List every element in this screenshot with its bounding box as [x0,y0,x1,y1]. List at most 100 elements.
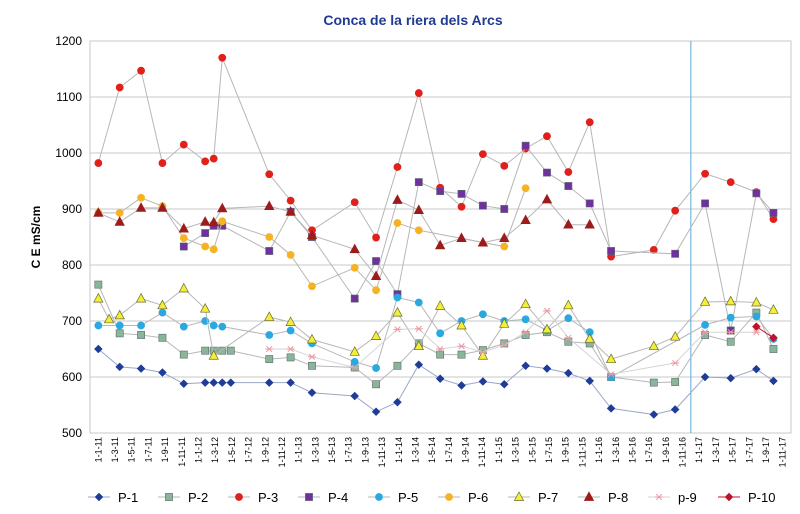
data-point [209,245,218,254]
data-point [585,376,595,386]
data-point [478,310,487,319]
legend-item: P-10 [718,490,775,505]
data-point [605,353,617,363]
data-point [649,410,659,419]
data-point [179,322,188,331]
data-point [285,316,296,326]
data-point [114,216,125,226]
x-tick-label: 1-7-17 [744,437,754,463]
data-point [649,378,658,387]
data-point [137,66,145,75]
data-point [115,329,124,338]
data-point [456,232,467,242]
data-point [179,379,189,389]
data-point [457,189,466,198]
series-p-10 [751,322,778,343]
data-point [286,353,295,362]
data-point [286,378,295,387]
legend-marker [94,492,104,502]
data-point [699,296,711,306]
x-tick-label: 1-1-17 [694,437,704,463]
legend-marker [305,493,313,501]
x-tick-label: 1-11-11 [177,437,187,467]
data-point [414,325,423,332]
data-point [265,355,274,363]
x-axis-ticks: 1-1-11 1-3-11 1-5-11 1-7-11 1-9-11 1-11-11 1-1… [93,437,787,467]
series-line [269,310,757,375]
data-point [226,346,235,355]
x-tick-label: 1-1-14 [394,437,404,463]
legend-label: P-1 [118,490,138,505]
data-point [157,299,168,310]
data-point [135,292,147,303]
data-point [769,333,778,343]
data-point [135,202,147,212]
data-point [372,233,380,242]
x-tick-label: 1-5-12 [227,437,237,463]
data-point [499,318,510,328]
data-point [350,391,360,401]
x-tick-label: 1-1-15 [494,437,504,463]
data-point [414,298,423,307]
legend-marker [724,492,734,502]
data-point [478,201,487,210]
data-point [392,194,403,204]
data-point [607,373,615,381]
data-point [137,193,145,202]
x-tick-label: 1-11-12 [277,437,287,467]
data-point [457,202,466,211]
x-tick-label: 1-11-15 [577,437,587,467]
data-point [671,378,680,386]
legend-label: P-4 [328,490,348,505]
x-tick-label: 1-7-16 [644,437,654,463]
data-point [372,380,380,389]
data-point [435,374,445,384]
data-point [649,245,658,254]
legend-item: P-7 [508,490,558,505]
data-point [201,229,210,237]
data-point [93,344,103,354]
x-tick-label: 1-5-11 [127,437,137,462]
legend-label: P-10 [748,490,775,505]
series-line [97,284,774,385]
data-point [752,329,761,336]
y-tick-label: 1000 [55,146,82,160]
x-tick-label: 1-1-12 [193,437,203,463]
data-point [478,150,487,159]
legend-item: P-4 [298,490,348,505]
data-point [265,331,274,339]
data-point [520,214,531,225]
data-point [93,207,104,217]
data-point [209,154,218,163]
data-point [478,377,488,386]
data-point [521,329,530,336]
data-point [726,326,735,335]
data-point [584,218,595,229]
y-tick-label: 800 [62,258,82,272]
data-point [103,313,115,324]
data-point [307,353,316,360]
data-point [500,161,509,170]
data-point [563,368,573,378]
data-point [752,312,761,321]
data-point [670,405,680,414]
series-p-5 [94,293,778,381]
legend-label: P-6 [468,490,488,505]
series-line [97,287,774,360]
data-point [521,361,530,371]
legend-marker [375,493,383,501]
data-point [752,189,761,198]
x-tick-label: 1-3-11 [110,437,120,462]
data-point [308,361,316,370]
x-tick-label: 1-1-13 [294,437,304,463]
data-point [158,368,167,377]
data-point [136,364,146,373]
data-point [521,141,530,150]
data-point [201,157,210,166]
data-point [115,321,124,330]
data-point [286,251,295,259]
data-point [217,202,228,213]
data-point [542,364,552,373]
data-point [521,184,530,193]
data-point [179,242,188,251]
